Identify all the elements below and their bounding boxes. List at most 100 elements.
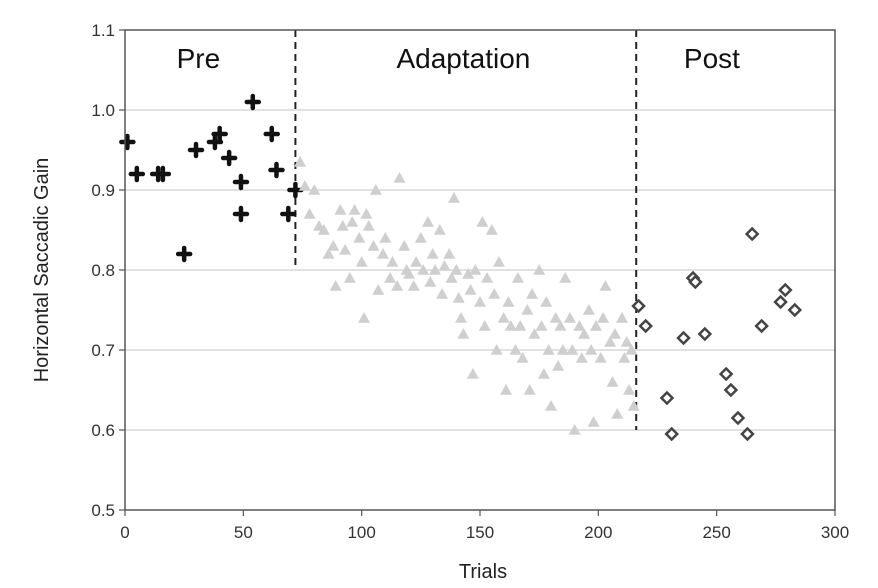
phase-label: Adaptation — [396, 43, 530, 74]
adaptation-data-point — [604, 336, 617, 347]
adaptation-data-point — [526, 288, 539, 299]
y-tick-label: 0.9 — [91, 181, 115, 200]
adaptation-data-point — [327, 240, 340, 251]
adaptation-data-point — [379, 232, 392, 243]
y-tick-label: 0.5 — [91, 501, 115, 520]
adaptation-data-point — [372, 284, 385, 295]
x-tick-label: 100 — [347, 523, 375, 542]
adaptation-data-point — [369, 184, 382, 195]
adaptation-data-point — [462, 268, 475, 279]
adaptation-data-point — [317, 224, 330, 235]
post-data-point — [659, 390, 675, 406]
adaptation-data-point — [343, 272, 356, 283]
adaptation-data-point — [545, 400, 557, 411]
adaptation-data-point — [424, 276, 437, 287]
adaptation-data-point — [563, 312, 576, 323]
adaptation-data-point — [537, 368, 550, 379]
adaptation-data-point — [582, 304, 595, 315]
post-data-point — [744, 226, 760, 242]
adaptation-data-point — [616, 312, 628, 323]
adaptation-data-point — [542, 344, 555, 355]
post-data-point — [740, 426, 755, 442]
adaptation-data-point — [535, 320, 548, 331]
adaptation-data-point — [308, 184, 321, 195]
adaptation-data-point — [585, 344, 598, 355]
phase-labels: Pre Adaptation Post — [177, 43, 741, 74]
post-data-point — [723, 382, 739, 398]
adaptation-data-point — [514, 320, 527, 331]
adaptation-data-point — [298, 180, 311, 191]
pre-data-point — [175, 245, 193, 263]
adaptation-data-point — [568, 424, 581, 435]
adaptation-data-point — [445, 272, 458, 283]
adaptation-data-point — [485, 224, 498, 235]
adaptation-data-point — [429, 264, 442, 275]
adaptation-data-point — [336, 220, 349, 231]
post-data-point — [697, 326, 713, 342]
adaptation-data-point — [620, 336, 633, 347]
x-tick-label: 250 — [702, 523, 730, 542]
adaptation-data-point — [625, 344, 638, 355]
adaptation-data-point — [438, 260, 451, 271]
adaptation-data-point — [611, 408, 624, 419]
adaptation-data-point — [436, 288, 449, 299]
pre-data-point — [280, 205, 297, 223]
adaptation-data-point — [589, 320, 602, 331]
adaptation-data-point — [376, 248, 389, 259]
adaptation-data-point — [556, 344, 569, 355]
pre-data-point — [187, 141, 205, 159]
adaptation-data-point — [566, 344, 579, 355]
adaptation-data-point — [443, 248, 456, 259]
adaptation-data-point — [450, 264, 463, 275]
adaptation-data-point — [384, 272, 397, 283]
adaptation-data-point — [540, 296, 553, 307]
adaptation-data-point — [523, 384, 536, 395]
tick-labels: 0 50 100 150 200 250 300 0.5 0.6 0.7 0.8 0.9 1.0 1.1 — [91, 21, 849, 542]
adaptation-data-point — [521, 304, 534, 315]
adaptation-data-point — [533, 264, 546, 275]
adaptation-data-point — [623, 384, 636, 395]
adaptation-data-point — [481, 272, 494, 283]
pre-data-point — [244, 93, 262, 111]
adaptation-data-point — [360, 208, 373, 219]
adaptation-data-point — [511, 272, 524, 283]
y-tick-label: 1.0 — [91, 101, 115, 120]
adaptation-data-point — [447, 192, 460, 203]
x-tick-label: 0 — [120, 523, 129, 542]
adaptation-data-point — [457, 328, 470, 339]
post-data-point — [754, 318, 769, 334]
adaptation-data-point — [398, 240, 411, 251]
pre-data-point — [268, 161, 285, 179]
grid-lines — [125, 109, 835, 431]
post-data-point — [718, 366, 734, 382]
adaptation-data-point — [469, 264, 482, 275]
y-tick-label: 0.7 — [91, 341, 115, 360]
adaptation-data-point — [348, 204, 361, 215]
adaptation-data-point — [497, 312, 510, 323]
adaptation-data-point — [478, 320, 491, 331]
post-data-point — [730, 410, 746, 426]
adaptation-data-point — [403, 268, 415, 279]
phase-label: Pre — [177, 43, 221, 74]
adaptation-data-point — [492, 256, 505, 267]
adaptation-data-point — [303, 208, 316, 219]
adaptation-data-point — [608, 328, 621, 339]
adaptation-data-point — [455, 312, 468, 323]
adaptation-data-point — [597, 312, 610, 323]
adaptation-data-point — [391, 280, 404, 291]
adaptation-data-point — [414, 232, 427, 243]
adaptation-data-point — [549, 312, 562, 323]
y-tick-label: 1.1 — [91, 21, 115, 40]
x-tick-label: 200 — [584, 523, 612, 542]
post-data-point — [787, 302, 803, 318]
pre-data-point — [232, 173, 250, 191]
adaptation-data-point — [410, 256, 423, 267]
adaptation-data-point — [502, 296, 515, 307]
adaptation-data-point — [554, 320, 567, 331]
adaptation-data-point — [426, 248, 439, 259]
adaptation-data-point — [329, 280, 342, 291]
x-tick-label: 50 — [234, 523, 253, 542]
pre-data-point — [128, 165, 146, 183]
post-data-point — [664, 426, 679, 442]
x-tick-label: 150 — [466, 523, 494, 542]
